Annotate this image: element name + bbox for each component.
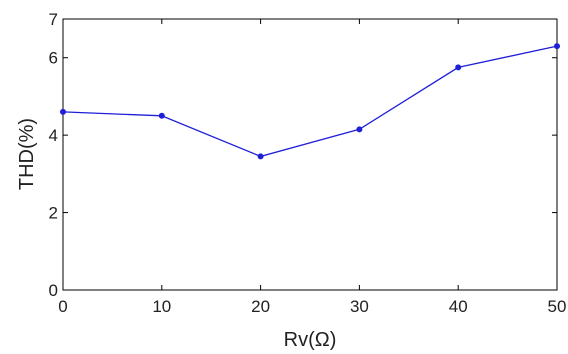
x-tick-label: 0 <box>58 297 67 316</box>
y-tick-label: 7 <box>49 10 58 29</box>
data-point <box>158 112 165 119</box>
data-point <box>554 43 560 50</box>
y-axis: 0 2 4 6 7 <box>49 10 557 300</box>
x-axis: 0 10 20 30 40 50 <box>58 19 566 316</box>
plot-area <box>62 18 558 291</box>
series-line <box>62 45 558 158</box>
data-point <box>60 108 66 115</box>
data-point <box>257 153 264 160</box>
x-axis-label: Rv(Ω) <box>284 329 337 351</box>
y-tick-label: 6 <box>49 49 58 68</box>
data-point <box>455 64 462 71</box>
y-axis-label: THD(%) <box>16 118 38 190</box>
y-tick-label: 2 <box>49 204 58 223</box>
x-tick-label: 20 <box>251 297 270 316</box>
x-tick-label: 40 <box>449 297 468 316</box>
y-tick-label: 4 <box>49 126 58 145</box>
x-tick-label: 30 <box>350 297 369 316</box>
y-tick-label: 0 <box>49 281 58 300</box>
x-tick-label: 50 <box>548 297 567 316</box>
series-layer <box>60 43 560 160</box>
data-point <box>356 126 363 133</box>
x-tick-label: 10 <box>152 297 171 316</box>
